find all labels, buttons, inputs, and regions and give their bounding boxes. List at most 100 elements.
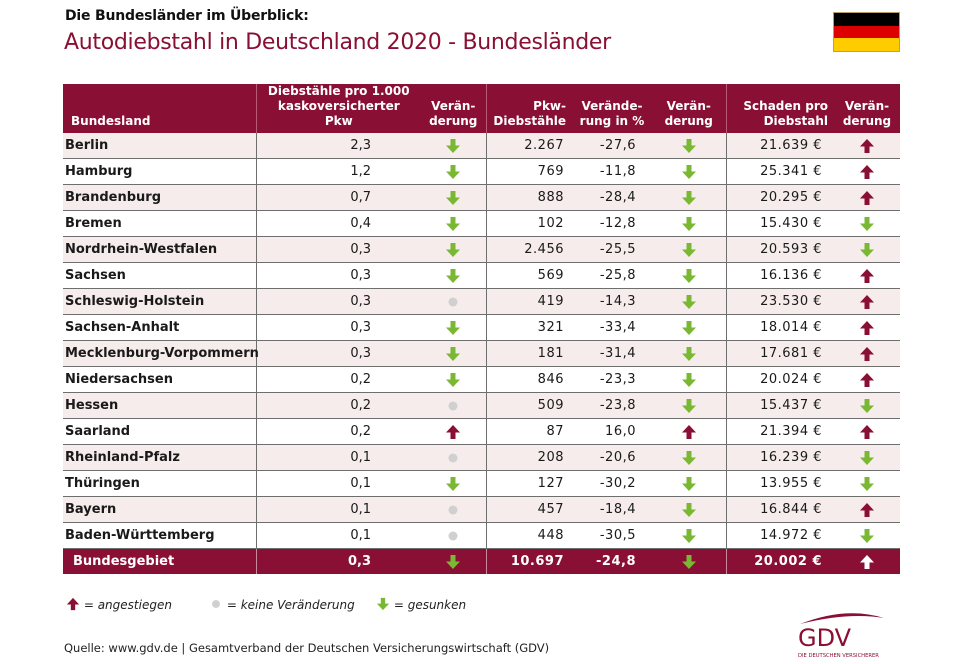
col-header-trend1: Verän-derung	[421, 84, 487, 133]
arrow-down-icon	[445, 372, 461, 388]
cell-change-pct: 16,0	[572, 418, 652, 445]
cell-trend1	[421, 236, 487, 263]
cell-per1000: 0,7	[256, 184, 421, 211]
cell-thefts: 509	[486, 392, 572, 419]
cell-trend3	[834, 496, 900, 523]
logo-subtext: DIE DEUTSCHEN VERSICHERER	[798, 653, 879, 659]
cell-thefts: 321	[486, 314, 572, 341]
arrow-down-icon	[445, 476, 461, 492]
cell-trend2	[652, 288, 727, 315]
arrow-down-icon	[859, 242, 875, 258]
cell-damage: 14.972 €	[726, 522, 834, 549]
cell-damage: 20.593 €	[726, 236, 834, 263]
cell-per1000: 0,1	[256, 522, 421, 549]
cell-trend1	[421, 366, 487, 393]
col-header-thefts: Pkw- Diebstähle	[486, 84, 572, 133]
cell-damage: 23.530 €	[726, 288, 834, 315]
table-row: Bremen 0,4 102 -12,8 15.430 €	[63, 210, 900, 237]
cell-change-pct: -20,6	[572, 444, 652, 471]
arrow-down-icon	[681, 346, 697, 362]
cell-trend2	[652, 314, 727, 341]
neutral-dot-icon	[445, 294, 461, 310]
cell-thefts: 181	[486, 340, 572, 367]
cell-per1000: 0,3	[256, 548, 421, 574]
cell-trend2	[652, 236, 727, 263]
arrow-up-icon	[66, 597, 80, 611]
neutral-dot-icon	[445, 528, 461, 544]
cell-trend3	[834, 288, 900, 315]
header-row: Bundesland Diebstähle pro 1.000 kaskovers…	[63, 84, 900, 133]
neutral-dot-icon	[445, 450, 461, 466]
total-row: Bundesgebiet 0,3 10.697 -24,8 20.002 €	[63, 548, 900, 574]
cell-change-pct: -25,8	[572, 262, 652, 289]
col-header-damage: Schaden pro Diebstahl	[726, 84, 834, 133]
cell-per1000: 0,3	[256, 262, 421, 289]
table-row: Mecklenburg-Vorpommern 0,3 181 -31,4 17.681 …	[63, 340, 900, 367]
arrow-down-icon	[681, 372, 697, 388]
cell-thefts: 888	[486, 184, 572, 211]
arrow-down-icon	[681, 398, 697, 414]
cell-trend1	[421, 496, 487, 523]
arrow-up-icon	[859, 164, 875, 180]
cell-thefts: 569	[486, 262, 572, 289]
arrow-down-icon	[859, 398, 875, 414]
cell-trend2	[652, 366, 727, 393]
arrow-down-icon	[445, 190, 461, 206]
legend-up: = angestiegen	[66, 597, 172, 612]
cell-trend2	[652, 392, 727, 419]
cell-trend1	[421, 470, 487, 497]
col-header-trend3: Verän-derung	[834, 84, 900, 133]
cell-trend1	[421, 288, 487, 315]
cell-bundesland: Hamburg	[63, 158, 257, 185]
cell-trend2	[652, 522, 727, 549]
table-row: Bayern 0,1 457 -18,4 16.844 €	[63, 496, 900, 523]
cell-per1000: 0,4	[256, 210, 421, 237]
cell-thefts: 102	[486, 210, 572, 237]
cell-trend1	[421, 210, 487, 237]
germany-flag-icon	[833, 12, 900, 52]
cell-bundesland: Bremen	[63, 210, 257, 237]
cell-damage: 20.295 €	[726, 184, 834, 211]
neutral-dot-icon	[445, 398, 461, 414]
cell-trend2	[652, 340, 727, 367]
page-title: Autodiebstahl in Deutschland 2020 - Bund…	[64, 30, 611, 55]
arrow-down-icon	[681, 294, 697, 310]
cell-bundesland: Sachsen-Anhalt	[63, 314, 257, 341]
cell-trend3	[834, 470, 900, 497]
cell-damage: 21.394 €	[726, 418, 834, 445]
arrow-up-icon	[859, 424, 875, 440]
table-row: Sachsen-Anhalt 0,3 321 -33,4 18.014 €	[63, 314, 900, 341]
cell-thefts: 87	[486, 418, 572, 445]
arrow-down-icon	[681, 476, 697, 492]
cell-change-pct: -18,4	[572, 496, 652, 523]
cell-damage: 16.239 €	[726, 444, 834, 471]
cell-trend3	[834, 392, 900, 419]
cell-per1000: 1,2	[256, 158, 421, 185]
cell-per1000: 2,3	[256, 133, 421, 159]
cell-bundesland: Sachsen	[63, 262, 257, 289]
cell-trend2	[652, 548, 727, 574]
cell-change-pct: -30,5	[572, 522, 652, 549]
cell-damage: 16.844 €	[726, 496, 834, 523]
cell-bundesland: Nordrhein-Westfalen	[63, 236, 257, 263]
cell-trend3	[834, 548, 900, 574]
arrow-down-icon	[445, 268, 461, 284]
cell-thefts: 2.267	[486, 133, 572, 159]
arrow-down-icon	[681, 554, 697, 570]
table-row: Sachsen 0,3 569 -25,8 16.136 €	[63, 262, 900, 289]
cell-bundesland: Thüringen	[63, 470, 257, 497]
arrow-up-icon	[445, 424, 461, 440]
cell-change-pct: -31,4	[572, 340, 652, 367]
cell-damage: 20.024 €	[726, 366, 834, 393]
cell-bundesland: Saarland	[63, 418, 257, 445]
col-header-per1000: Diebstähle pro 1.000 kaskoversicherter Pk…	[256, 84, 421, 133]
source-note: Quelle: www.gdv.de | Gesamtverband der D…	[64, 641, 550, 655]
cell-trend3	[834, 522, 900, 549]
cell-per1000: 0,1	[256, 496, 421, 523]
cell-trend3	[834, 340, 900, 367]
cell-trend2	[652, 262, 727, 289]
cell-trend1	[421, 444, 487, 471]
arrow-down-icon	[445, 320, 461, 336]
cell-bundesland: Hessen	[63, 392, 257, 419]
neutral-dot-icon	[209, 597, 223, 611]
